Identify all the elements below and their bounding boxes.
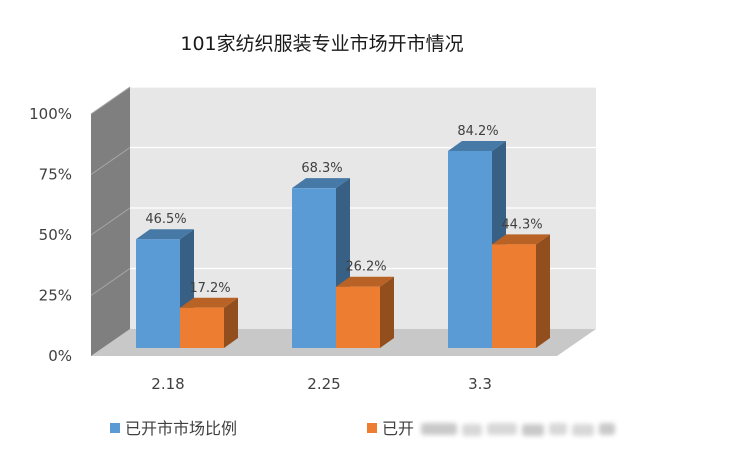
blur-patch [421,423,457,435]
legend-label: 已开市市场比例 [125,419,237,438]
gridline-side [90,268,131,296]
y-tick-label: 0% [48,347,72,365]
bar-0-1 [292,178,350,348]
gridline-side [90,86,131,115]
x-tick-label: 2.25 [307,375,340,393]
x-tick-label: 2.18 [151,375,184,393]
bar-top [180,297,238,308]
chart-title: 101家纺织服装专业市场开市情况 [180,33,463,55]
bar-top [336,276,394,287]
gridline-side [90,207,131,236]
blur-patch [549,423,567,435]
bar-1-0 [180,297,238,348]
blur-patch [522,424,544,436]
bar-top [448,140,506,151]
blur-patch [462,424,482,436]
legend: 已开市市场比例 已开 [110,419,615,438]
x-tick-label: 3.3 [468,375,492,393]
bar-front [136,239,180,348]
y-tick-label: 75% [39,166,72,184]
bar-front [448,150,492,348]
bar-top [136,229,194,240]
y-tick-label: 100% [29,105,72,123]
bar-1-2 [492,234,550,348]
blur-patch [599,423,615,435]
bar-front [336,286,380,348]
y-tick-label: 50% [39,226,72,244]
blur-patch [487,423,517,435]
y-axis: 0% 25% 50% 75% 100% [29,105,72,365]
data-label: 68.3% [301,161,342,176]
bar-front [292,188,336,348]
bar-side [224,297,238,348]
data-label: 84.2% [457,124,498,139]
y-tick-label: 25% [39,287,72,305]
bar-front [180,307,224,348]
legend-blurred-region [421,423,615,436]
bar-top [492,234,550,245]
bar-side [380,276,394,348]
bar-top [292,178,350,189]
bar-side [536,234,550,348]
bar-1-1 [336,276,394,348]
x-axis: 2.18 2.25 3.3 [151,375,492,393]
bars: 46.5% 68.3% 84.2% 17.2% 26.2% 44.3% [136,124,550,348]
data-label: 46.5% [145,212,186,227]
legend-swatch [110,423,120,433]
legend-label: 已开 [382,419,414,438]
data-label: 44.3% [501,217,542,232]
blur-patch [572,424,594,436]
bar-front [492,244,536,348]
legend-swatch [367,423,377,433]
grid-lines [90,86,596,296]
gridline-side [90,147,131,175]
data-label: 17.2% [189,281,230,296]
data-label: 26.2% [345,260,386,275]
